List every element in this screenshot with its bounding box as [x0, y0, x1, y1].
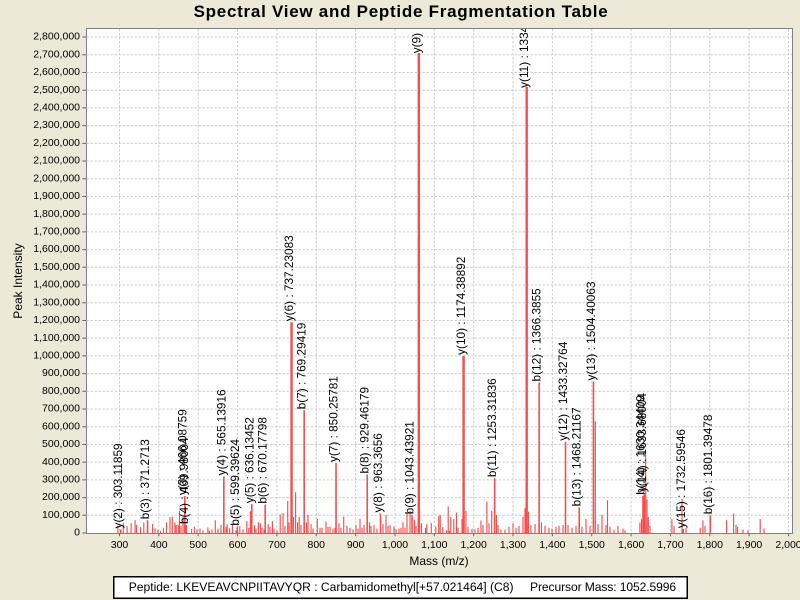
svg-text:2,700,000: 2,700,000	[33, 48, 80, 60]
svg-text:b(3) : 371.2713: b(3) : 371.2713	[138, 439, 152, 519]
svg-text:1,600,000: 1,600,000	[33, 243, 80, 255]
svg-text:500: 500	[189, 539, 207, 551]
svg-text:2,600,000: 2,600,000	[33, 66, 80, 78]
svg-text:2,500,000: 2,500,000	[33, 84, 80, 96]
svg-text:y(13) : 1504.40063: y(13) : 1504.40063	[584, 281, 598, 380]
svg-text:200,000: 200,000	[42, 491, 80, 503]
svg-text:1,200: 1,200	[461, 539, 487, 551]
svg-text:b(14) : 1630.34409: b(14) : 1630.34409	[634, 395, 648, 495]
svg-text:y(12) : 1433.32764: y(12) : 1433.32764	[556, 341, 570, 440]
svg-text:y(7) : 850.25781: y(7) : 850.25781	[327, 376, 341, 462]
svg-text:900,000: 900,000	[42, 367, 80, 379]
svg-text:Spectral View and Peptide Frag: Spectral View and Peptide Fragmentation …	[194, 2, 609, 21]
svg-text:b(16) : 1801.39478: b(16) : 1801.39478	[701, 414, 715, 514]
svg-text:Peak Intensity: Peak Intensity	[11, 243, 25, 318]
svg-text:Peptide: LKEVEAVCNPIITAVYQR :: Peptide: LKEVEAVCNPIITAVYQR : Carbamidom…	[129, 580, 514, 594]
svg-text:1,700,000: 1,700,000	[33, 225, 80, 237]
svg-text:1,100: 1,100	[421, 539, 447, 551]
svg-text:y(4) : 565.13916: y(4) : 565.13916	[214, 389, 228, 475]
svg-text:y(15) : 1732.59546: y(15) : 1732.59546	[674, 429, 688, 528]
svg-text:100,000: 100,000	[42, 509, 80, 521]
svg-text:2,200,000: 2,200,000	[33, 137, 80, 149]
svg-text:y(6) : 737.23083: y(6) : 737.23083	[282, 235, 296, 321]
svg-text:1,300,000: 1,300,000	[33, 296, 80, 308]
svg-text:400,000: 400,000	[42, 456, 80, 468]
svg-text:1,900: 1,900	[736, 539, 762, 551]
svg-text:y(11) : 1334.67827: y(11) : 1334.67827	[517, 0, 531, 88]
svg-text:900: 900	[347, 539, 365, 551]
svg-text:700,000: 700,000	[42, 403, 80, 415]
svg-text:300: 300	[111, 539, 129, 551]
svg-text:2,100,000: 2,100,000	[33, 155, 80, 167]
svg-text:b(9) : 1043.43921: b(9) : 1043.43921	[403, 421, 417, 514]
svg-text:y(3) : 466.08759: y(3) : 466.08759	[175, 409, 189, 495]
svg-text:b(13) : 1468.21167: b(13) : 1468.21167	[570, 407, 584, 506]
svg-text:600: 600	[229, 539, 247, 551]
svg-text:700: 700	[268, 539, 286, 551]
svg-text:Precursor Mass: 1052.5996: Precursor Mass: 1052.5996	[530, 580, 676, 594]
svg-text:b(8) : 929.46179: b(8) : 929.46179	[358, 387, 372, 474]
svg-text:y(2) : 303.11859: y(2) : 303.11859	[111, 443, 125, 528]
svg-text:y(14) : 1633.68004: y(14) : 1633.68004	[635, 393, 649, 492]
svg-text:b(4) : 469.98004: b(4) : 469.98004	[177, 437, 191, 524]
svg-text:1,300: 1,300	[500, 539, 526, 551]
svg-text:1,400: 1,400	[539, 539, 565, 551]
svg-text:0: 0	[74, 527, 80, 539]
svg-text:800: 800	[307, 539, 325, 551]
svg-text:2,300,000: 2,300,000	[33, 119, 80, 131]
svg-text:Mass (m/z): Mass (m/z)	[409, 554, 468, 568]
svg-text:b(7) : 769.29419: b(7) : 769.29419	[295, 323, 309, 410]
svg-text:1,000: 1,000	[382, 539, 408, 551]
svg-text:1,400,000: 1,400,000	[33, 279, 80, 291]
svg-text:b(5) : 599.39624: b(5) : 599.39624	[228, 439, 242, 526]
svg-text:2,800,000: 2,800,000	[33, 31, 80, 43]
svg-text:600,000: 600,000	[42, 420, 80, 432]
svg-text:1,800: 1,800	[697, 539, 723, 551]
svg-text:500,000: 500,000	[42, 438, 80, 450]
svg-text:b(11) : 1253.31836: b(11) : 1253.31836	[485, 378, 499, 477]
svg-text:b(12) : 1366.3855: b(12) : 1366.3855	[530, 288, 544, 382]
svg-text:y(5) : 636.13452: y(5) : 636.13452	[242, 417, 256, 503]
svg-text:800,000: 800,000	[42, 385, 80, 397]
svg-text:400: 400	[150, 539, 168, 551]
svg-text:1,000,000: 1,000,000	[33, 349, 80, 361]
svg-text:y(8) : 963.3656: y(8) : 963.3656	[371, 433, 385, 513]
svg-text:1,900,000: 1,900,000	[33, 190, 80, 202]
svg-text:2,400,000: 2,400,000	[33, 102, 80, 114]
svg-text:1,800,000: 1,800,000	[33, 208, 80, 220]
svg-text:1,700: 1,700	[657, 539, 683, 551]
svg-text:y(9) : 1060.55762: y(9) : 1060.55762	[409, 0, 423, 53]
svg-text:1,500: 1,500	[579, 539, 605, 551]
svg-text:b(6) : 670.17798: b(6) : 670.17798	[256, 417, 270, 504]
svg-text:y(10) : 1174.38892: y(10) : 1174.38892	[454, 257, 468, 355]
svg-text:1,500,000: 1,500,000	[33, 261, 80, 273]
svg-text:1,100,000: 1,100,000	[33, 332, 80, 344]
svg-text:1,600: 1,600	[618, 539, 644, 551]
svg-text:2,000,000: 2,000,000	[33, 172, 80, 184]
svg-text:2,000: 2,000	[775, 539, 800, 551]
svg-text:1,200,000: 1,200,000	[33, 314, 80, 326]
svg-text:300,000: 300,000	[42, 473, 80, 485]
